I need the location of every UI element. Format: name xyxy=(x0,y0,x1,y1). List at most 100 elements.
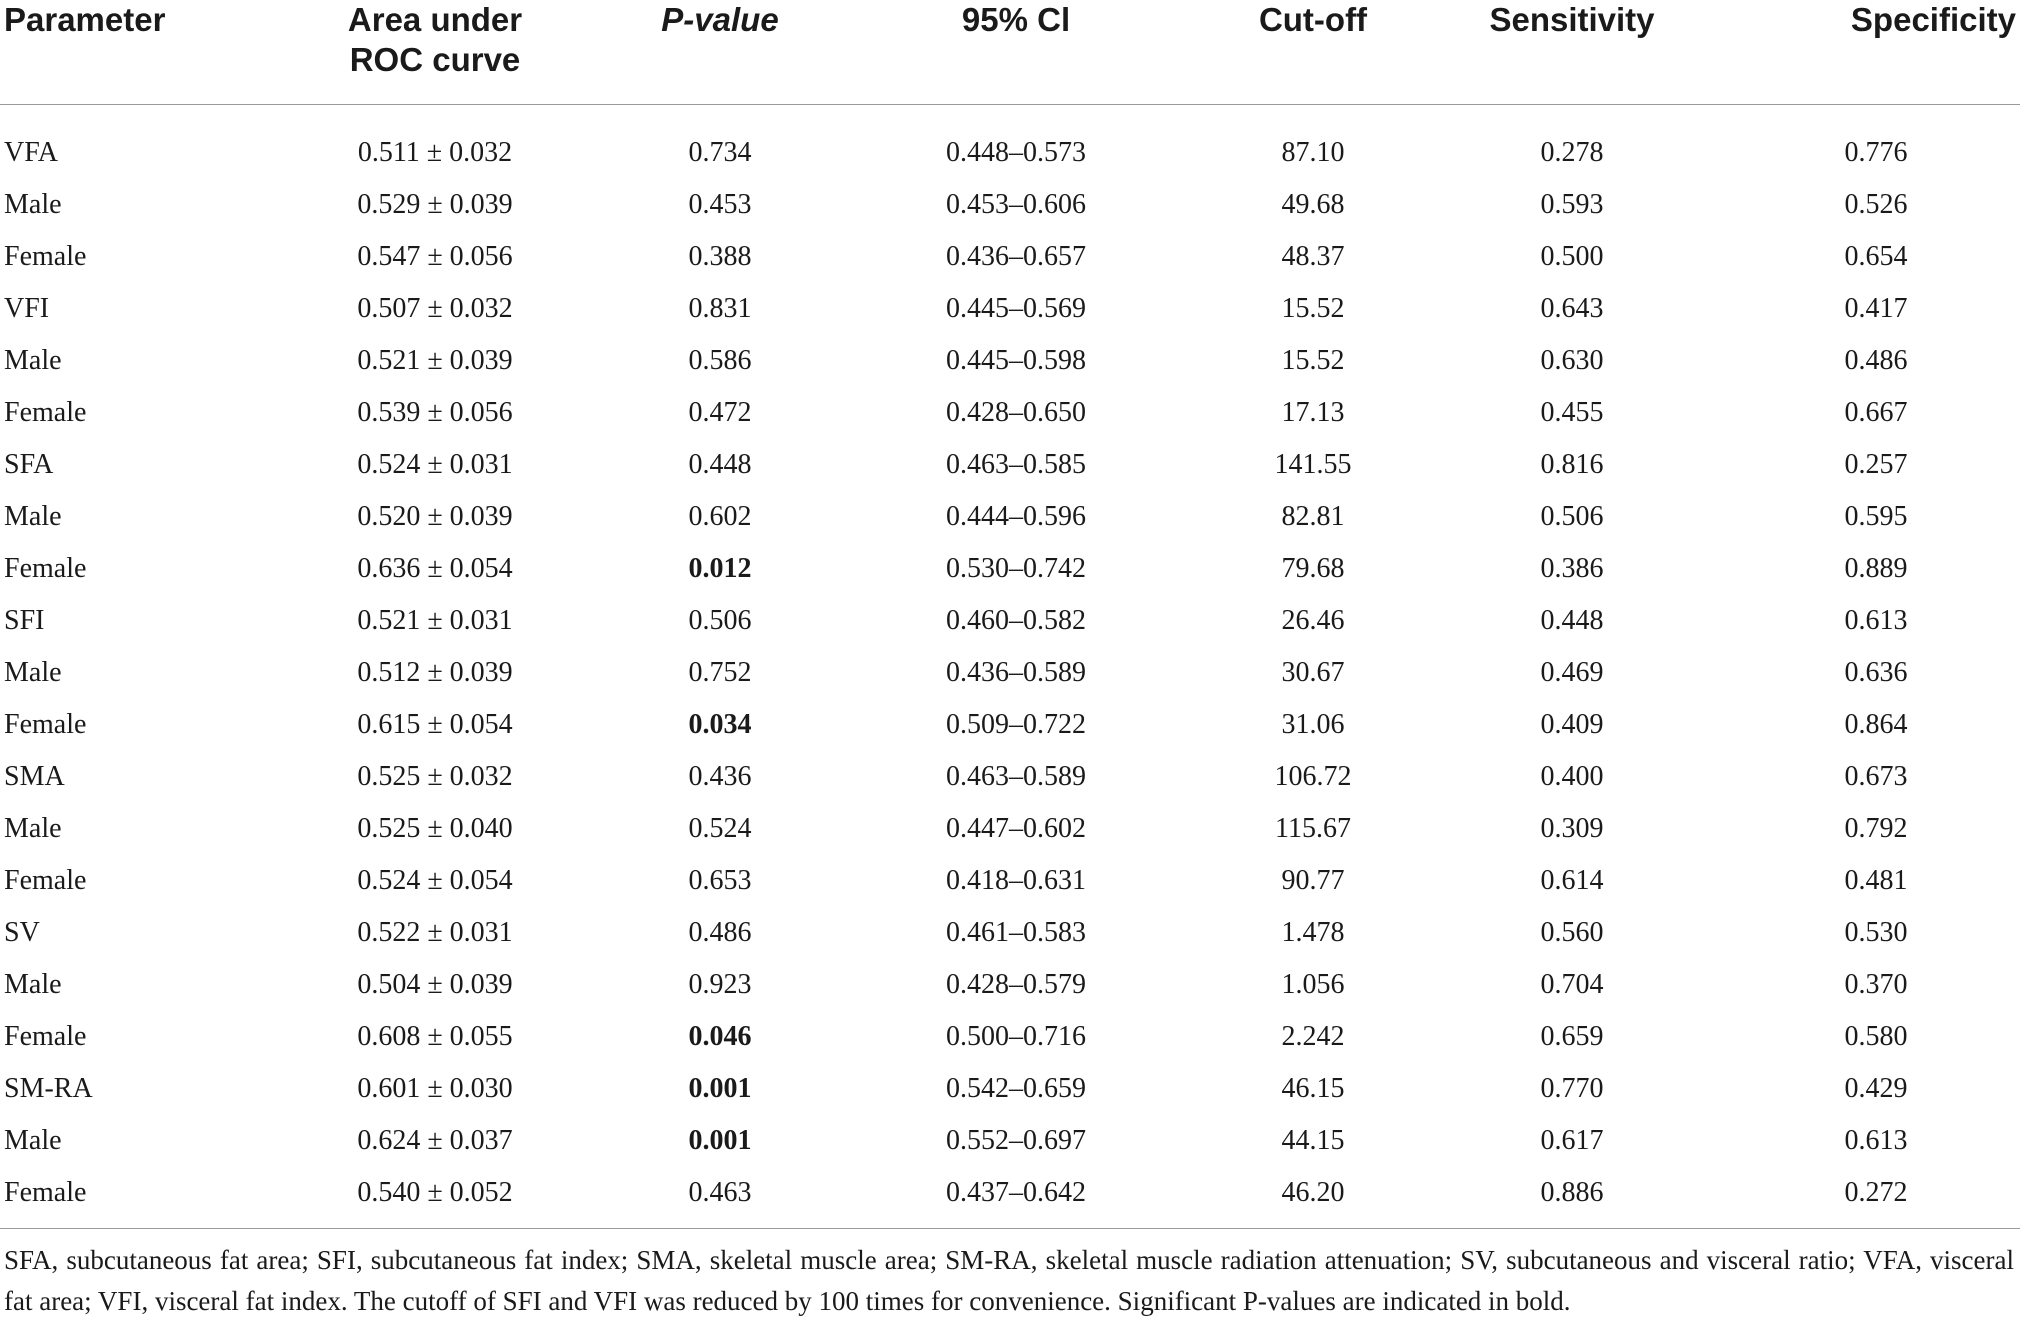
cell-parameter: SM-RA xyxy=(4,1073,93,1104)
cell-pvalue: 0.001 xyxy=(688,1073,752,1104)
cell-pvalue: 0.046 xyxy=(688,1021,752,1052)
cell-auc: 0.507 ± 0.032 xyxy=(357,293,513,324)
table-row: SV 0.522 ± 0.031 0.486 0.461–0.583 1.478 0.56… xyxy=(0,907,2020,959)
cell-cutoff: 115.67 xyxy=(1275,813,1351,844)
cell-ci: 0.530–0.742 xyxy=(946,553,1086,584)
cell-sensitivity: 0.309 xyxy=(1540,813,1604,844)
table-row: Female 0.547 ± 0.056 0.388 0.436–0.657 48.37… xyxy=(0,231,2020,283)
cell-ci: 0.542–0.659 xyxy=(946,1073,1086,1104)
cell-sensitivity: 0.455 xyxy=(1540,397,1604,428)
table-row: Male 0.529 ± 0.039 0.453 0.453–0.606 49.68 0.… xyxy=(0,179,2020,231)
cell-auc: 0.521 ± 0.031 xyxy=(357,605,513,636)
cell-pvalue: 0.734 xyxy=(688,137,752,168)
cell-cutoff: 49.68 xyxy=(1281,189,1345,220)
table-row: Male 0.525 ± 0.040 0.524 0.447–0.602 115.67 0… xyxy=(0,803,2020,855)
cell-parameter: Female xyxy=(4,709,87,740)
roc-results-table: Parameter Area under ROC curve P-value 9… xyxy=(0,0,2020,1234)
cell-sensitivity: 0.643 xyxy=(1540,293,1604,324)
cell-specificity: 0.257 xyxy=(1844,449,1908,480)
cell-parameter: Female xyxy=(4,1177,87,1208)
cell-auc: 0.512 ± 0.039 xyxy=(357,657,513,688)
cell-auc: 0.522 ± 0.031 xyxy=(357,917,513,948)
cell-specificity: 0.613 xyxy=(1844,1125,1908,1156)
cell-ci: 0.453–0.606 xyxy=(946,189,1086,220)
table-row: Female 0.540 ± 0.052 0.463 0.437–0.642 46.20… xyxy=(0,1167,2020,1233)
cell-ci: 0.447–0.602 xyxy=(946,813,1086,844)
cell-cutoff: 31.06 xyxy=(1281,709,1345,740)
cell-auc: 0.539 ± 0.056 xyxy=(357,397,513,428)
cell-parameter: VFI xyxy=(4,293,50,324)
cell-parameter: Male xyxy=(4,345,62,376)
cell-parameter: Male xyxy=(4,1125,62,1156)
cell-sensitivity: 0.448 xyxy=(1540,605,1604,636)
table-row: Male 0.520 ± 0.039 0.602 0.444–0.596 82.81 0.… xyxy=(0,491,2020,543)
cell-pvalue: 0.436 xyxy=(688,761,752,792)
cell-parameter: Female xyxy=(4,1021,87,1052)
cell-sensitivity: 0.560 xyxy=(1540,917,1604,948)
cell-cutoff: 1.478 xyxy=(1281,917,1345,948)
cell-auc: 0.529 ± 0.039 xyxy=(357,189,513,220)
cell-parameter: VFA xyxy=(4,137,58,168)
cell-ci: 0.448–0.573 xyxy=(946,137,1086,168)
cell-parameter: Male xyxy=(4,189,62,220)
cell-parameter: SV xyxy=(4,917,40,948)
cell-specificity: 0.370 xyxy=(1844,969,1908,1000)
cell-ci: 0.445–0.598 xyxy=(946,345,1086,376)
cell-cutoff: 44.15 xyxy=(1281,1125,1345,1156)
cell-sensitivity: 0.617 xyxy=(1540,1125,1604,1156)
cell-cutoff: 2.242 xyxy=(1281,1021,1345,1052)
cell-specificity: 0.667 xyxy=(1844,397,1908,428)
table-row: Female 0.615 ± 0.054 0.034 0.509–0.722 31.06… xyxy=(0,699,2020,751)
cell-sensitivity: 0.886 xyxy=(1540,1177,1604,1208)
cell-parameter: SFI xyxy=(4,605,45,636)
cell-pvalue: 0.602 xyxy=(688,501,752,532)
header-row: Parameter Area under ROC curve P-value 9… xyxy=(0,0,2020,105)
cell-ci: 0.437–0.642 xyxy=(946,1177,1086,1208)
cell-ci: 0.463–0.585 xyxy=(946,449,1086,480)
cell-parameter: Male xyxy=(4,813,62,844)
cell-parameter: SMA xyxy=(4,761,65,792)
cell-auc: 0.511 ± 0.032 xyxy=(357,137,513,168)
cell-parameter: SFA xyxy=(4,449,54,480)
table-row: Male 0.512 ± 0.039 0.752 0.436–0.589 30.67 0.… xyxy=(0,647,2020,699)
cell-specificity: 0.272 xyxy=(1844,1177,1908,1208)
cell-specificity: 0.580 xyxy=(1844,1021,1908,1052)
cell-pvalue: 0.923 xyxy=(688,969,752,1000)
cell-cutoff: 82.81 xyxy=(1281,501,1345,532)
header-auc-line2: ROC curve xyxy=(349,41,521,78)
cell-ci: 0.444–0.596 xyxy=(946,501,1086,532)
cell-auc: 0.615 ± 0.054 xyxy=(357,709,513,740)
cell-specificity: 0.429 xyxy=(1844,1073,1908,1104)
cell-cutoff: 87.10 xyxy=(1281,137,1345,168)
table-row: Female 0.608 ± 0.055 0.046 0.500–0.716 2.242… xyxy=(0,1011,2020,1063)
header-ci: 95% Cl xyxy=(818,0,1214,105)
cell-specificity: 0.654 xyxy=(1844,241,1908,272)
cell-specificity: 0.792 xyxy=(1844,813,1908,844)
cell-auc: 0.525 ± 0.032 xyxy=(357,761,513,792)
cell-pvalue: 0.448 xyxy=(688,449,752,480)
cell-specificity: 0.636 xyxy=(1844,657,1908,688)
cell-pvalue: 0.586 xyxy=(688,345,752,376)
table-body: VFA 0.511 ± 0.032 0.734 0.448–0.573 87.10 0.2… xyxy=(0,105,2020,1234)
header-pvalue: P-value xyxy=(622,0,818,105)
cell-specificity: 0.776 xyxy=(1844,137,1908,168)
cell-sensitivity: 0.816 xyxy=(1540,449,1604,480)
cell-ci: 0.500–0.716 xyxy=(946,1021,1086,1052)
header-auc-line1: Area under xyxy=(347,1,523,38)
cell-cutoff: 26.46 xyxy=(1281,605,1345,636)
table-row: SMA 0.525 ± 0.032 0.436 0.463–0.589 106.72 0.… xyxy=(0,751,2020,803)
cell-sensitivity: 0.659 xyxy=(1540,1021,1604,1052)
cell-sensitivity: 0.704 xyxy=(1540,969,1604,1000)
cell-sensitivity: 0.278 xyxy=(1540,137,1604,168)
cell-specificity: 0.613 xyxy=(1844,605,1908,636)
table-row: Female 0.524 ± 0.054 0.653 0.418–0.631 90.77… xyxy=(0,855,2020,907)
cell-sensitivity: 0.770 xyxy=(1540,1073,1604,1104)
cell-cutoff: 90.77 xyxy=(1281,865,1345,896)
cell-pvalue: 0.388 xyxy=(688,241,752,272)
table-row: VFI 0.507 ± 0.032 0.831 0.445–0.569 15.52 0.6… xyxy=(0,283,2020,335)
cell-ci: 0.463–0.589 xyxy=(946,761,1086,792)
cell-pvalue: 0.653 xyxy=(688,865,752,896)
cell-auc: 0.524 ± 0.031 xyxy=(357,449,513,480)
cell-pvalue: 0.752 xyxy=(688,657,752,688)
cell-parameter: Male xyxy=(4,501,62,532)
